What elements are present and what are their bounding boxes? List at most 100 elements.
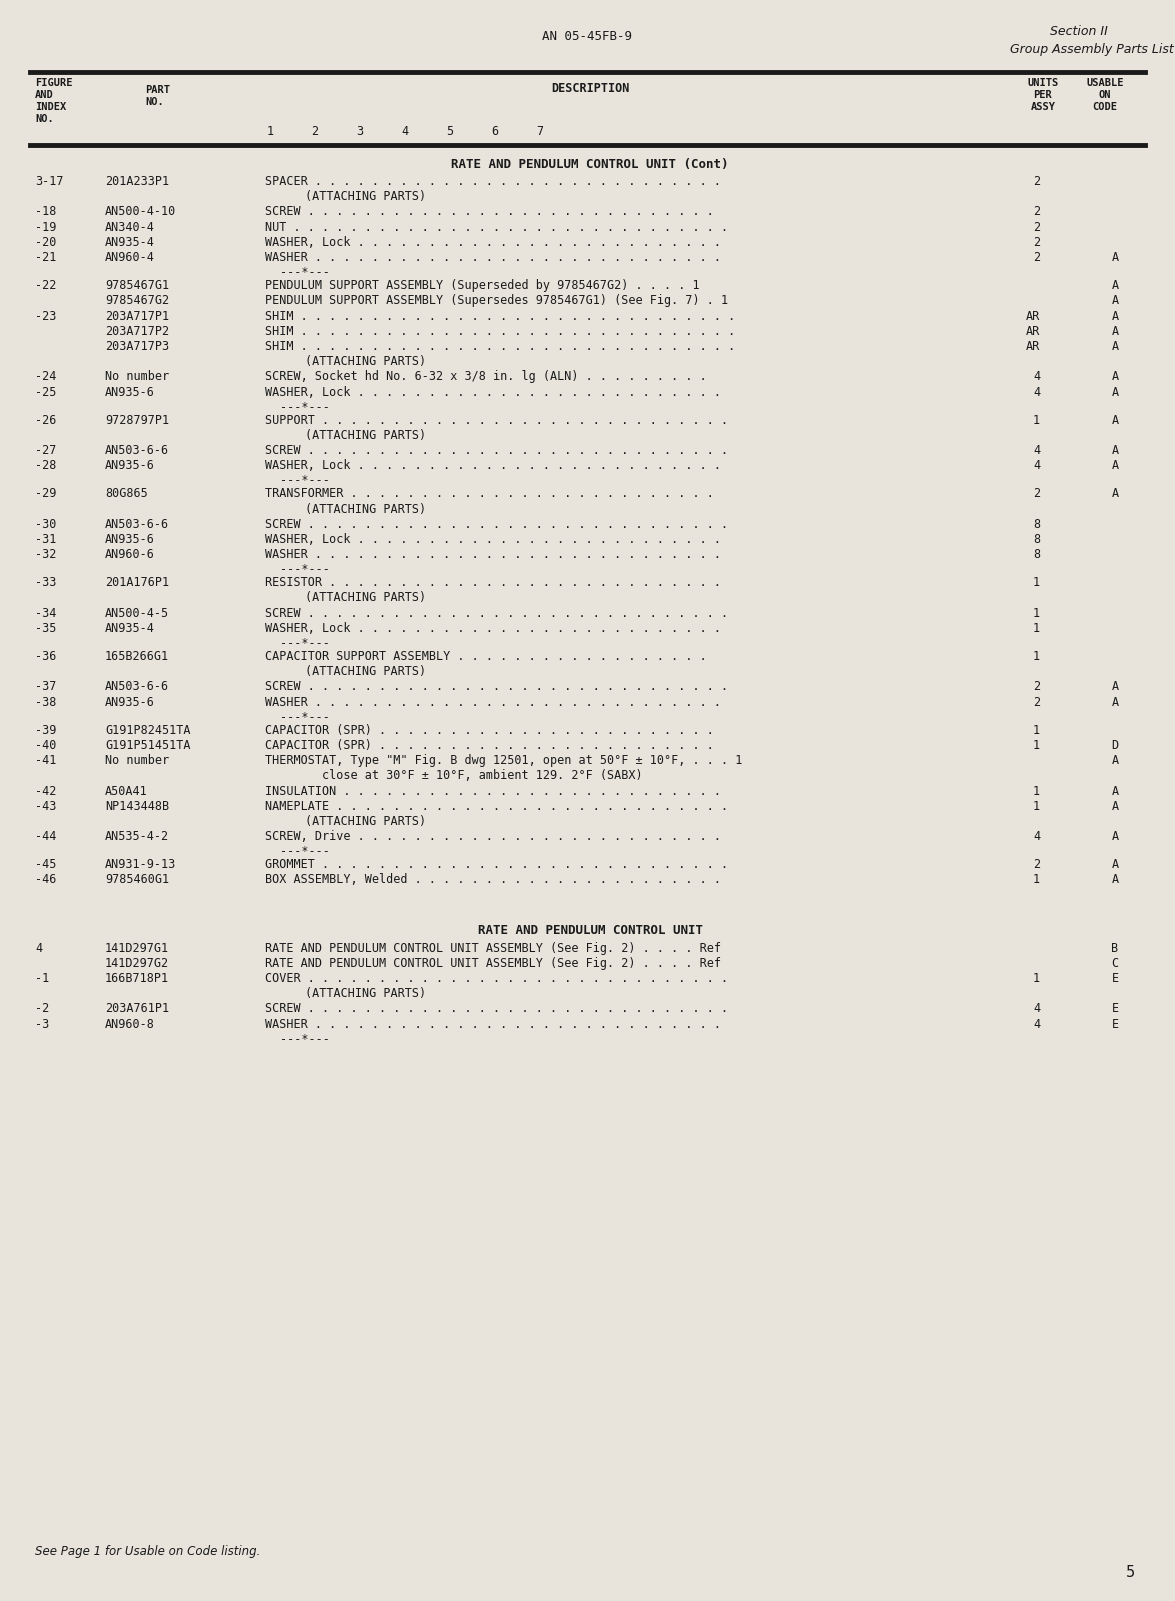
Text: A: A <box>1112 695 1119 709</box>
Text: -34: -34 <box>35 607 56 620</box>
Text: SCREW . . . . . . . . . . . . . . . . . . . . . . . . . . . . . .: SCREW . . . . . . . . . . . . . . . . . … <box>266 680 728 693</box>
Text: 6: 6 <box>491 125 498 138</box>
Text: -23: -23 <box>35 309 56 322</box>
Text: 4: 4 <box>402 125 409 138</box>
Text: SHIM . . . . . . . . . . . . . . . . . . . . . . . . . . . . . . .: SHIM . . . . . . . . . . . . . . . . . .… <box>266 325 736 338</box>
Text: SPACER . . . . . . . . . . . . . . . . . . . . . . . . . . . . .: SPACER . . . . . . . . . . . . . . . . .… <box>266 175 721 187</box>
Text: 1: 1 <box>1033 724 1040 736</box>
Text: No number: No number <box>105 370 169 383</box>
Text: RATE AND PENDULUM CONTROL UNIT ASSEMBLY (See Fig. 2) . . . . Ref: RATE AND PENDULUM CONTROL UNIT ASSEMBLY … <box>266 941 721 954</box>
Text: AN935-6: AN935-6 <box>105 695 155 709</box>
Text: SCREW, Socket hd No. 6-32 x 3/8 in. lg (ALN) . . . . . . . . .: SCREW, Socket hd No. 6-32 x 3/8 in. lg (… <box>266 370 706 383</box>
Text: 4: 4 <box>1033 831 1040 844</box>
Text: A: A <box>1112 874 1119 887</box>
Text: SHIM . . . . . . . . . . . . . . . . . . . . . . . . . . . . . . .: SHIM . . . . . . . . . . . . . . . . . .… <box>266 309 736 322</box>
Text: THERMOSTAT, Type "M" Fig. B dwg 12501, open at 50°F ± 10°F, . . . 1: THERMOSTAT, Type "M" Fig. B dwg 12501, o… <box>266 754 743 767</box>
Text: 2: 2 <box>1033 858 1040 871</box>
Text: GROMMET . . . . . . . . . . . . . . . . . . . . . . . . . . . . .: GROMMET . . . . . . . . . . . . . . . . … <box>266 858 728 871</box>
Text: See Page 1 for Usable on Code listing.: See Page 1 for Usable on Code listing. <box>35 1545 261 1558</box>
Text: 2: 2 <box>1033 251 1040 264</box>
Text: 1: 1 <box>1033 784 1040 797</box>
Text: NO.: NO. <box>35 114 54 123</box>
Text: SCREW . . . . . . . . . . . . . . . . . . . . . . . . . . . . . .: SCREW . . . . . . . . . . . . . . . . . … <box>266 607 728 620</box>
Text: PER: PER <box>1034 90 1053 99</box>
Text: ASSY: ASSY <box>1030 102 1055 112</box>
Text: SCREW . . . . . . . . . . . . . . . . . . . . . . . . . . . . . .: SCREW . . . . . . . . . . . . . . . . . … <box>266 443 728 456</box>
Text: 9785467G1: 9785467G1 <box>105 279 169 291</box>
Text: Section II: Section II <box>1050 26 1108 38</box>
Text: 165B266G1: 165B266G1 <box>105 650 169 663</box>
Text: -26: -26 <box>35 413 56 426</box>
Text: 1: 1 <box>267 125 274 138</box>
Text: C: C <box>1112 957 1119 970</box>
Text: COVER . . . . . . . . . . . . . . . . . . . . . . . . . . . . . .: COVER . . . . . . . . . . . . . . . . . … <box>266 972 728 985</box>
Text: ---*---: ---*--- <box>280 564 330 576</box>
Text: E: E <box>1112 1002 1119 1015</box>
Text: A: A <box>1112 443 1119 456</box>
Text: 4: 4 <box>1033 459 1040 472</box>
Text: ---*---: ---*--- <box>280 845 330 858</box>
Text: E: E <box>1112 972 1119 985</box>
Text: -41: -41 <box>35 754 56 767</box>
Text: SCREW . . . . . . . . . . . . . . . . . . . . . . . . . . . . . .: SCREW . . . . . . . . . . . . . . . . . … <box>266 1002 728 1015</box>
Text: -33: -33 <box>35 576 56 589</box>
Text: TRANSFORMER . . . . . . . . . . . . . . . . . . . . . . . . . .: TRANSFORMER . . . . . . . . . . . . . . … <box>266 487 714 501</box>
Text: AN500-4-5: AN500-4-5 <box>105 607 169 620</box>
Text: No number: No number <box>105 754 169 767</box>
Text: 1: 1 <box>1033 576 1040 589</box>
Text: AN935-4: AN935-4 <box>105 235 155 248</box>
Text: -32: -32 <box>35 548 56 562</box>
Text: SHIM . . . . . . . . . . . . . . . . . . . . . . . . . . . . . . .: SHIM . . . . . . . . . . . . . . . . . .… <box>266 339 736 352</box>
Text: -21: -21 <box>35 251 56 264</box>
Text: 2: 2 <box>1033 695 1040 709</box>
Text: 8: 8 <box>1033 533 1040 546</box>
Text: 2: 2 <box>1033 221 1040 234</box>
Text: AN935-6: AN935-6 <box>105 533 155 546</box>
Text: USABLE: USABLE <box>1086 78 1123 88</box>
Text: (ATTACHING PARTS): (ATTACHING PARTS) <box>306 664 427 679</box>
Text: -29: -29 <box>35 487 56 501</box>
Text: -1: -1 <box>35 972 49 985</box>
Text: A: A <box>1112 858 1119 871</box>
Text: AR: AR <box>1026 339 1040 352</box>
Text: 141D297G1: 141D297G1 <box>105 941 169 954</box>
Text: 8: 8 <box>1033 517 1040 532</box>
Text: ---*---: ---*--- <box>280 711 330 724</box>
Text: 4: 4 <box>1033 370 1040 383</box>
Text: RESISTOR . . . . . . . . . . . . . . . . . . . . . . . . . . . .: RESISTOR . . . . . . . . . . . . . . . .… <box>266 576 721 589</box>
Text: 4: 4 <box>35 941 42 954</box>
Text: WASHER . . . . . . . . . . . . . . . . . . . . . . . . . . . . .: WASHER . . . . . . . . . . . . . . . . .… <box>266 695 721 709</box>
Text: SCREW . . . . . . . . . . . . . . . . . . . . . . . . . . . . . .: SCREW . . . . . . . . . . . . . . . . . … <box>266 517 728 532</box>
Text: E: E <box>1112 1018 1119 1031</box>
Text: -40: -40 <box>35 740 56 752</box>
Text: WASHER . . . . . . . . . . . . . . . . . . . . . . . . . . . . .: WASHER . . . . . . . . . . . . . . . . .… <box>266 1018 721 1031</box>
Text: 1: 1 <box>1033 972 1040 985</box>
Text: AN935-6: AN935-6 <box>105 459 155 472</box>
Text: SCREW, Drive . . . . . . . . . . . . . . . . . . . . . . . . . .: SCREW, Drive . . . . . . . . . . . . . .… <box>266 831 721 844</box>
Text: (ATTACHING PARTS): (ATTACHING PARTS) <box>306 191 427 203</box>
Text: AN503-6-6: AN503-6-6 <box>105 517 169 532</box>
Text: D: D <box>1112 740 1119 752</box>
Text: A: A <box>1112 800 1119 813</box>
Text: AN960-8: AN960-8 <box>105 1018 155 1031</box>
Text: 5: 5 <box>446 125 454 138</box>
Text: UNITS: UNITS <box>1027 78 1059 88</box>
Text: 1: 1 <box>1033 413 1040 426</box>
Text: 1: 1 <box>1033 650 1040 663</box>
Text: ---*---: ---*--- <box>280 1033 330 1045</box>
Text: -44: -44 <box>35 831 56 844</box>
Text: ON: ON <box>1099 90 1112 99</box>
Text: ---*---: ---*--- <box>280 637 330 650</box>
Text: AN500-4-10: AN500-4-10 <box>105 205 176 218</box>
Text: BOX ASSEMBLY, Welded . . . . . . . . . . . . . . . . . . . . . .: BOX ASSEMBLY, Welded . . . . . . . . . .… <box>266 874 721 887</box>
Text: (ATTACHING PARTS): (ATTACHING PARTS) <box>306 591 427 605</box>
Text: 3-17: 3-17 <box>35 175 63 187</box>
Text: A: A <box>1112 370 1119 383</box>
Text: AN340-4: AN340-4 <box>105 221 155 234</box>
Text: (ATTACHING PARTS): (ATTACHING PARTS) <box>306 355 427 368</box>
Text: 7: 7 <box>537 125 544 138</box>
Text: -31: -31 <box>35 533 56 546</box>
Text: 9785460G1: 9785460G1 <box>105 874 169 887</box>
Text: SUPPORT . . . . . . . . . . . . . . . . . . . . . . . . . . . . .: SUPPORT . . . . . . . . . . . . . . . . … <box>266 413 728 426</box>
Text: AN503-6-6: AN503-6-6 <box>105 680 169 693</box>
